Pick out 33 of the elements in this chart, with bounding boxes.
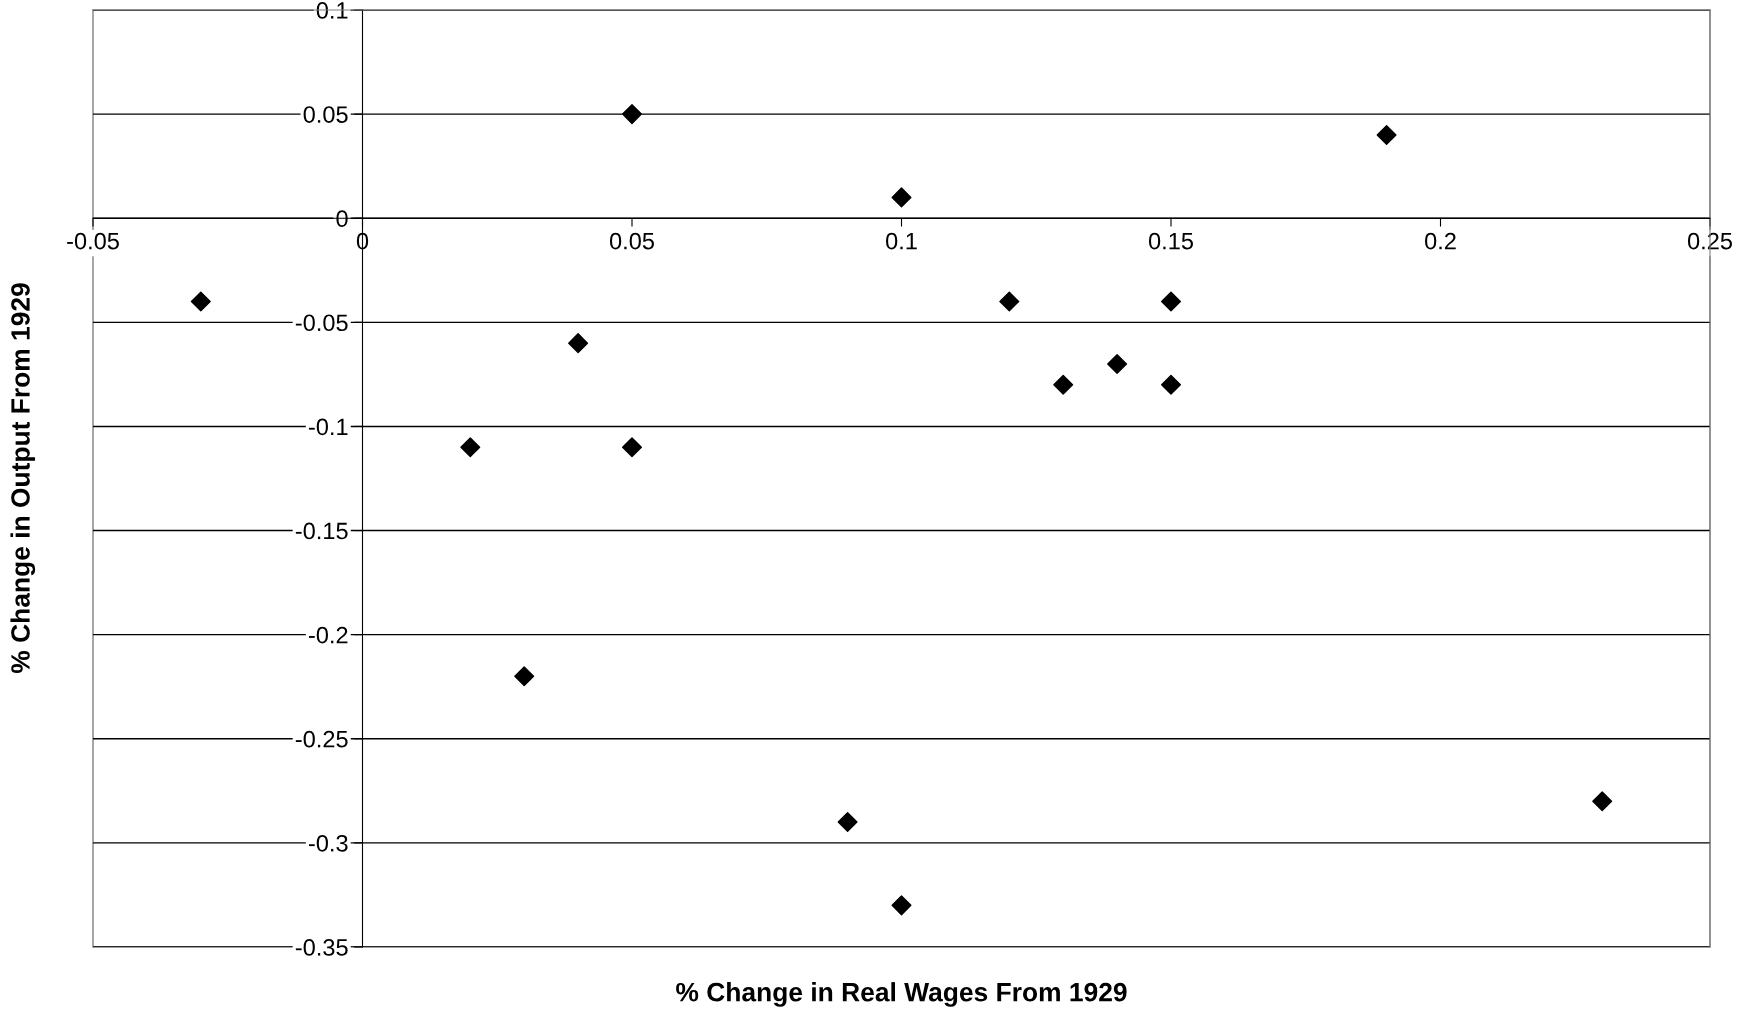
point xyxy=(1160,291,1182,312)
point xyxy=(1160,374,1182,395)
point xyxy=(460,437,481,458)
point xyxy=(568,333,589,354)
point xyxy=(1592,791,1613,812)
point xyxy=(837,812,858,833)
x-tick-label: 0.15 xyxy=(1148,232,1193,250)
y-axis-title: % Change in Output From 1929 xyxy=(10,283,36,674)
y-tick-label: 0.05 xyxy=(303,106,348,123)
point xyxy=(999,291,1020,312)
y-tick-label: -0.1 xyxy=(308,418,348,436)
y-tick-label: 0.1 xyxy=(316,2,348,19)
point xyxy=(1107,353,1128,374)
x-tick-label: 0.05 xyxy=(609,232,654,250)
x-tick-label: 0.2 xyxy=(1425,232,1456,250)
x-axis-title: % Change in Real Wages From 1929 xyxy=(676,982,1127,1007)
point xyxy=(190,291,211,312)
point xyxy=(891,187,912,208)
y-tick-label: -0.15 xyxy=(295,522,348,540)
x-tick-label: -0.05 xyxy=(67,232,119,250)
y-tick-label: -0.35 xyxy=(295,939,348,956)
y-tick-label: -0.3 xyxy=(308,834,348,852)
point xyxy=(514,666,535,687)
y-tick-label: -0.2 xyxy=(308,626,348,644)
y-tick-label: -0.25 xyxy=(295,730,348,748)
y-tick-label: -0.05 xyxy=(295,314,348,332)
point xyxy=(621,437,643,458)
point xyxy=(891,895,912,916)
point xyxy=(621,104,643,125)
point xyxy=(1376,124,1397,145)
x-tick-label: 0.1 xyxy=(886,232,917,250)
point xyxy=(1053,374,1074,395)
x-tick-label: 0.25 xyxy=(1687,232,1732,250)
